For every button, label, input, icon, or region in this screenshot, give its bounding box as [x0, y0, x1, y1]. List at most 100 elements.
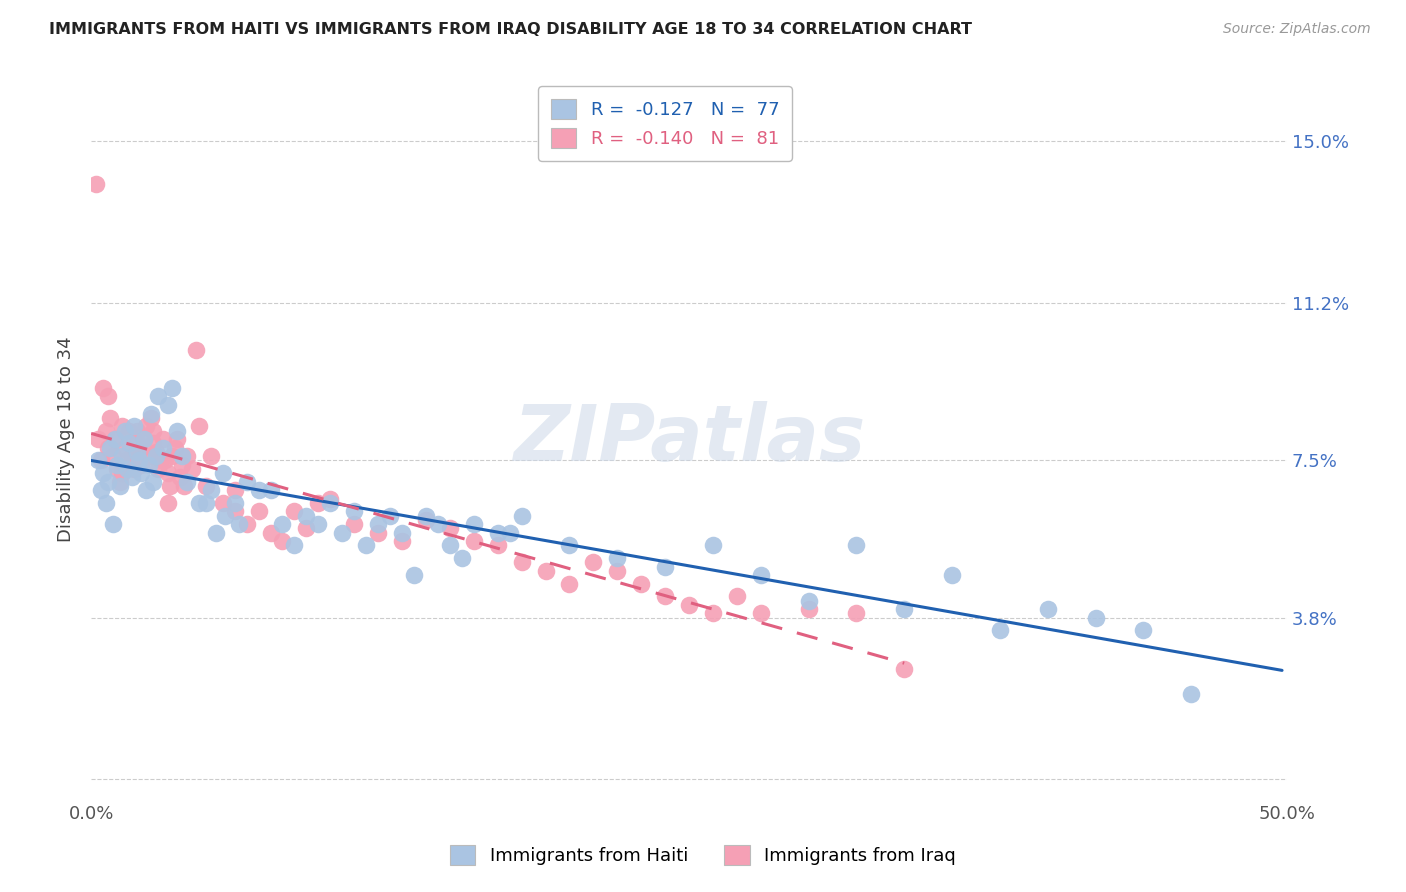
Point: [155, 453, 177, 467]
Point: [84, 177, 107, 191]
Point: [1132, 624, 1154, 638]
Point: [125, 436, 148, 450]
Point: [606, 564, 628, 578]
Point: [797, 593, 820, 607]
Point: [142, 436, 165, 450]
Point: [176, 449, 198, 463]
Point: [283, 504, 305, 518]
Point: [558, 538, 581, 552]
Point: [415, 508, 437, 523]
Point: [259, 483, 281, 497]
Point: [486, 525, 509, 540]
Point: [115, 462, 138, 476]
Point: [180, 462, 202, 476]
Point: [194, 496, 217, 510]
Point: [224, 504, 246, 518]
Point: [170, 458, 193, 472]
Point: [204, 525, 226, 540]
Point: [259, 525, 281, 540]
Point: [122, 419, 145, 434]
Point: [131, 466, 153, 480]
Point: [132, 432, 155, 446]
Point: [439, 521, 461, 535]
Point: [104, 432, 127, 446]
Point: [111, 419, 134, 434]
Point: [654, 590, 676, 604]
Point: [138, 449, 160, 463]
Point: [121, 449, 143, 463]
Point: [534, 564, 557, 578]
Point: [145, 444, 167, 458]
Point: [271, 517, 294, 532]
Point: [128, 453, 150, 467]
Point: [90, 483, 112, 497]
Point: [725, 590, 748, 604]
Point: [391, 534, 413, 549]
Point: [194, 479, 217, 493]
Y-axis label: Disability Age 18 to 34: Disability Age 18 to 34: [58, 336, 75, 541]
Point: [125, 424, 148, 438]
Point: [354, 538, 377, 552]
Point: [893, 602, 915, 616]
Point: [749, 568, 772, 582]
Point: [1084, 610, 1107, 624]
Text: IMMIGRANTS FROM HAITI VS IMMIGRANTS FROM IRAQ DISABILITY AGE 18 TO 34 CORRELATIO: IMMIGRANTS FROM HAITI VS IMMIGRANTS FROM…: [49, 22, 972, 37]
Point: [186, 343, 208, 357]
Point: [156, 398, 179, 412]
Point: [224, 483, 246, 497]
Point: [104, 432, 127, 446]
Point: [439, 538, 461, 552]
Point: [91, 466, 114, 480]
Point: [132, 432, 155, 446]
Point: [169, 470, 191, 484]
Point: [606, 551, 628, 566]
Point: [307, 496, 329, 510]
Point: [510, 555, 533, 569]
Point: [283, 538, 305, 552]
Point: [558, 576, 581, 591]
Point: [200, 449, 222, 463]
Point: [486, 538, 509, 552]
Point: [214, 508, 236, 523]
Point: [142, 424, 165, 438]
Point: [114, 441, 136, 455]
Point: [343, 504, 366, 518]
Point: [94, 424, 117, 438]
Legend: Immigrants from Haiti, Immigrants from Iraq: Immigrants from Haiti, Immigrants from I…: [441, 836, 965, 874]
Point: [343, 517, 366, 532]
Point: [149, 453, 172, 467]
Point: [163, 441, 186, 455]
Point: [271, 534, 294, 549]
Point: [128, 444, 150, 458]
Point: [463, 534, 485, 549]
Point: [228, 517, 250, 532]
Point: [91, 381, 114, 395]
Point: [146, 462, 169, 476]
Point: [211, 466, 233, 480]
Point: [247, 483, 270, 497]
Point: [235, 475, 257, 489]
Point: [845, 538, 868, 552]
Point: [845, 607, 868, 621]
Point: [367, 525, 389, 540]
Point: [125, 444, 148, 458]
Point: [678, 598, 700, 612]
Point: [450, 551, 472, 566]
Point: [94, 496, 117, 510]
Point: [295, 521, 318, 535]
Point: [582, 555, 605, 569]
Point: [187, 496, 209, 510]
Point: [893, 662, 915, 676]
Point: [330, 525, 353, 540]
Point: [159, 479, 181, 493]
Point: [200, 483, 222, 497]
Point: [87, 432, 110, 446]
Point: [156, 466, 179, 480]
Text: ZIPatlas: ZIPatlas: [513, 401, 865, 477]
Point: [166, 424, 188, 438]
Point: [749, 607, 772, 621]
Point: [97, 441, 120, 455]
Point: [941, 568, 963, 582]
Point: [111, 466, 134, 480]
Point: [1036, 602, 1059, 616]
